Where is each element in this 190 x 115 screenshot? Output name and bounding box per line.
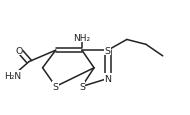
- Text: N: N: [104, 74, 111, 83]
- Text: S: S: [53, 82, 59, 91]
- Text: S: S: [105, 46, 111, 55]
- Text: NH₂: NH₂: [73, 33, 90, 42]
- Text: S: S: [79, 82, 85, 91]
- Text: O: O: [16, 46, 23, 55]
- Text: H₂N: H₂N: [4, 71, 21, 80]
